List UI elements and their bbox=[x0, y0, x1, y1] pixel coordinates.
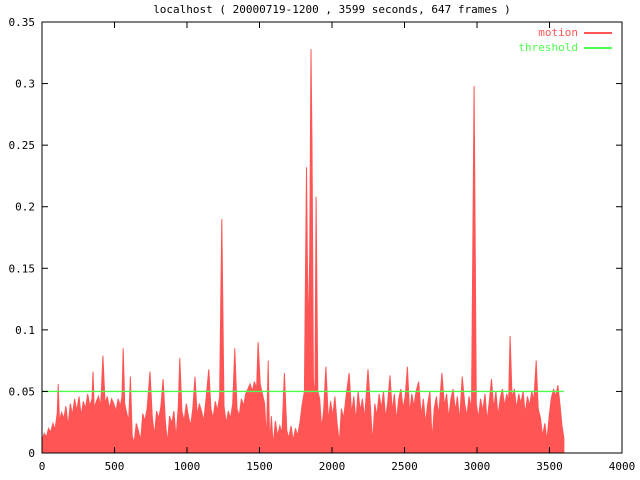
legend-item-motion: motion bbox=[518, 26, 612, 39]
x-tick-label: 4000 bbox=[609, 460, 636, 473]
x-tick-label: 2000 bbox=[319, 460, 346, 473]
x-tick-label: 3500 bbox=[536, 460, 563, 473]
x-tick-label: 1000 bbox=[174, 460, 201, 473]
y-tick-label: 0.3 bbox=[15, 78, 35, 91]
legend-label-threshold: threshold bbox=[518, 41, 578, 54]
x-tick-label: 0 bbox=[39, 460, 46, 473]
y-tick-label: 0.2 bbox=[15, 201, 35, 214]
y-tick-label: 0.35 bbox=[9, 16, 36, 29]
y-tick-label: 0.25 bbox=[9, 139, 36, 152]
x-tick-label: 500 bbox=[105, 460, 125, 473]
legend: motion threshold bbox=[518, 26, 612, 54]
x-tick-label: 3000 bbox=[464, 460, 491, 473]
threshold-line-sample bbox=[584, 46, 612, 49]
x-tick-label: 1500 bbox=[246, 460, 273, 473]
y-tick-label: 0 bbox=[28, 447, 35, 460]
chart-title: localhost ( 20000719-1200 , 3599 seconds… bbox=[153, 3, 511, 16]
y-tick-label: 0.05 bbox=[9, 385, 36, 398]
y-tick-label: 0.15 bbox=[9, 262, 36, 275]
x-tick-label: 2500 bbox=[391, 460, 418, 473]
y-tick-label: 0.1 bbox=[15, 324, 35, 337]
motion-line-sample bbox=[584, 31, 612, 34]
legend-item-threshold: threshold bbox=[518, 41, 612, 54]
motion-series bbox=[41, 49, 565, 454]
legend-label-motion: motion bbox=[538, 26, 578, 39]
